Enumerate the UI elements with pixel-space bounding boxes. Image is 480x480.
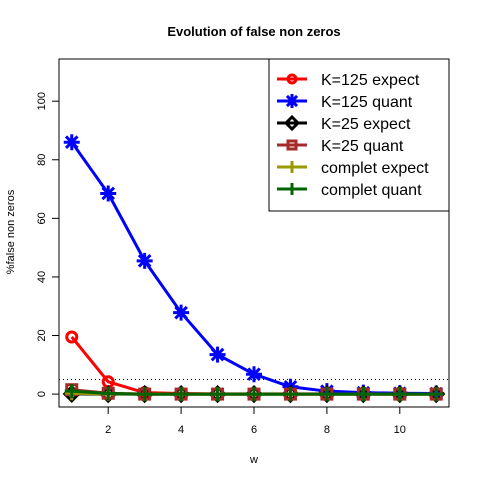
y-tick-label-40: 40 [36, 271, 48, 283]
legend-label-6: complet quant [321, 182, 422, 199]
legend-marker-3 [283, 114, 301, 132]
series-6-point-11 [429, 387, 444, 402]
chart-title: Evolution of false non zeros [167, 24, 340, 39]
series-6-point-3 [137, 387, 152, 402]
y-tick-label-80: 80 [36, 154, 48, 166]
y-tick-label-20: 20 [36, 329, 48, 341]
legend-label-1: K=125 expect [321, 72, 420, 89]
x-tick-label-8: 8 [324, 424, 330, 436]
series-6-point-10 [392, 387, 407, 402]
legend-label-4: K=25 quant [321, 138, 404, 155]
legend-label-5: complet expect [321, 160, 429, 177]
series-1-point-1 [65, 330, 79, 344]
legend-label-2: K=125 quant [321, 94, 413, 111]
legend-box [268, 58, 450, 212]
legend-item-3: K=25 expect [277, 114, 411, 133]
series-6-point-6 [247, 387, 261, 402]
legend-marker-1 [286, 73, 298, 85]
legend-item-6: complet quant [277, 182, 422, 199]
series-6-point-4 [174, 387, 189, 402]
x-tick-label-4: 4 [178, 424, 184, 436]
x-tick-label-10: 10 [394, 424, 406, 436]
y-tick-label-60: 60 [36, 212, 48, 224]
y-tick-label-100: 100 [36, 92, 48, 110]
legend-marker-6 [286, 183, 298, 195]
series-6-point-1 [64, 384, 79, 399]
x-tick-label-6: 6 [251, 424, 257, 436]
y-tick-label-0: 0 [36, 391, 48, 397]
series-6-point-2 [101, 386, 116, 401]
legend-item-2: K=125 quant [277, 94, 413, 111]
x-axis-label: w [249, 454, 258, 466]
legend: K=125 expect K=125 quant K=25 expect K=25 q… [268, 58, 450, 212]
series-2-point-2 [100, 185, 117, 202]
legend-marker-2 [285, 94, 299, 108]
x-tick-label-2: 2 [105, 424, 111, 436]
series-layer [62, 134, 446, 404]
y-axis-label: %false non zeros [5, 189, 17, 274]
series-6 [64, 384, 444, 402]
series-2-point-1 [63, 134, 80, 151]
legend-marker-5 [286, 161, 298, 173]
series-6-point-8 [319, 387, 334, 402]
series-6-point-5 [210, 387, 225, 402]
legend-marker-4 [286, 139, 298, 151]
series-2-point-6 [246, 366, 262, 383]
legend-item-5: complet expect [277, 160, 429, 177]
series-6-point-9 [356, 387, 371, 402]
legend-item-4: K=25 quant [277, 138, 404, 155]
series-2-point-5 [209, 346, 226, 363]
series-2-point-3 [136, 252, 153, 269]
legend-item-1: K=125 expect [277, 72, 420, 89]
series-2-point-4 [173, 304, 190, 321]
series-6-point-7 [283, 387, 298, 402]
legend-label-3: K=25 expect [321, 116, 411, 133]
